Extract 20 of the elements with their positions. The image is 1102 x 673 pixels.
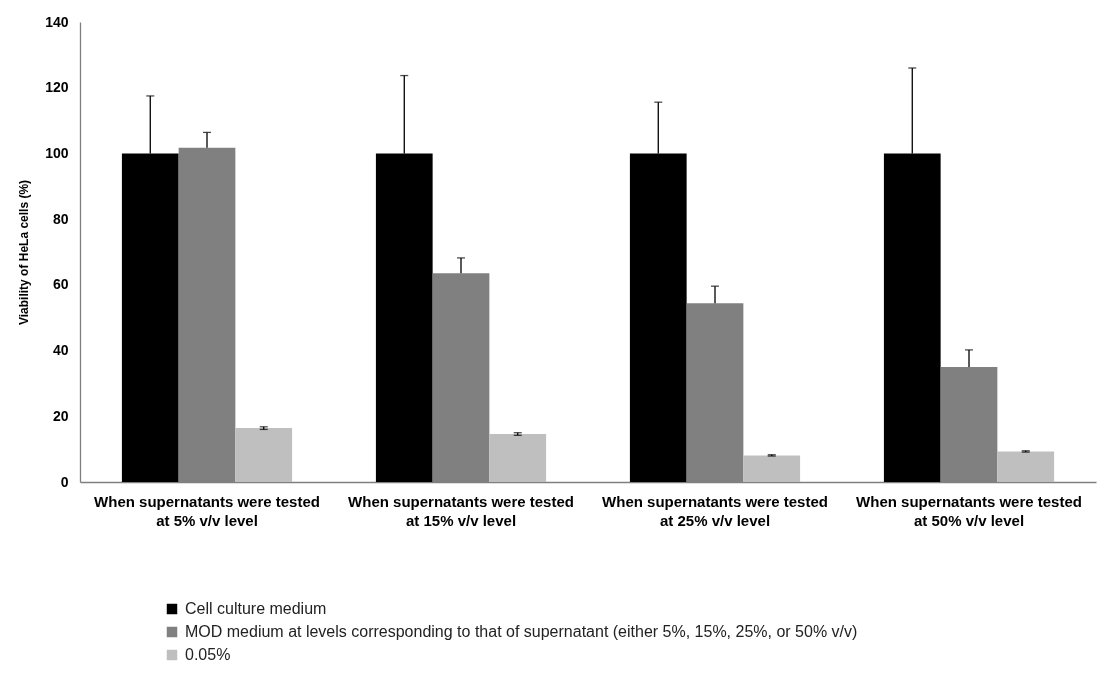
bar <box>997 451 1055 482</box>
y-tick-label: 0 <box>60 473 69 490</box>
x-tick-label: When supernatants were tested at 50% v/v level <box>856 492 1082 529</box>
y-tick-label: 100 <box>45 144 69 161</box>
y-tick-label: 140 <box>45 13 69 30</box>
y-tick-label: 80 <box>52 210 69 227</box>
y-tick-label: 40 <box>52 342 69 359</box>
y-axis-title: Viability of HeLa cells (%) <box>17 179 32 326</box>
x-tick-label: When supernatants were tested at 15% v/v level <box>348 492 574 529</box>
legend-label: 0.05% <box>185 646 231 663</box>
y-tick-label: 120 <box>45 79 69 96</box>
y-tick-label: 60 <box>52 276 69 293</box>
bar <box>489 434 547 482</box>
legend-label: Cell culture medium <box>185 600 327 617</box>
legend-label: MOD medium at levels corresponding to that of supernatant (either 5%, 15%, 25%, or 50% v/v) <box>185 623 858 640</box>
y-tick-label: 20 <box>52 407 69 424</box>
bar <box>235 428 293 482</box>
bar <box>743 455 801 482</box>
x-tick-label: When supernatants were tested at 5% v/v level <box>94 492 320 529</box>
x-tick-label: When supernatants were tested at 25% v/v level <box>602 492 828 529</box>
